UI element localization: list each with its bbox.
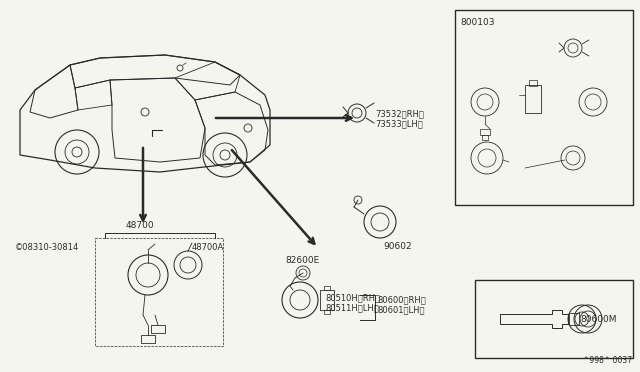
Bar bbox=[95, 238, 223, 346]
Text: 800103: 800103 bbox=[460, 18, 495, 27]
Text: 48700: 48700 bbox=[125, 221, 154, 230]
Text: ©08310-30814: ©08310-30814 bbox=[15, 244, 79, 253]
Bar bbox=[141, 335, 155, 343]
Text: 73532（RH）
73533（LH）: 73532（RH） 73533（LH） bbox=[375, 109, 424, 128]
Bar bbox=[525, 85, 541, 113]
Text: 48700A: 48700A bbox=[192, 243, 224, 252]
Bar bbox=[151, 325, 165, 333]
Text: 82600E: 82600E bbox=[285, 256, 319, 265]
Text: ^998^ 0037: ^998^ 0037 bbox=[583, 356, 632, 365]
Text: 90602: 90602 bbox=[383, 242, 412, 251]
Text: 80600M: 80600M bbox=[580, 314, 616, 324]
Bar bbox=[482, 135, 488, 140]
Bar bbox=[475, 280, 633, 358]
Bar bbox=[320, 290, 334, 310]
Bar bbox=[324, 310, 330, 314]
Text: 80510H（RH）
80511H（LH）: 80510H（RH） 80511H（LH） bbox=[325, 293, 380, 312]
Bar bbox=[324, 286, 330, 290]
Bar bbox=[480, 129, 490, 135]
Bar bbox=[529, 80, 537, 86]
Bar bbox=[569, 313, 579, 325]
Bar bbox=[455, 10, 633, 205]
Text: 80600（RH）
80601（LH）: 80600（RH） 80601（LH） bbox=[377, 295, 426, 315]
